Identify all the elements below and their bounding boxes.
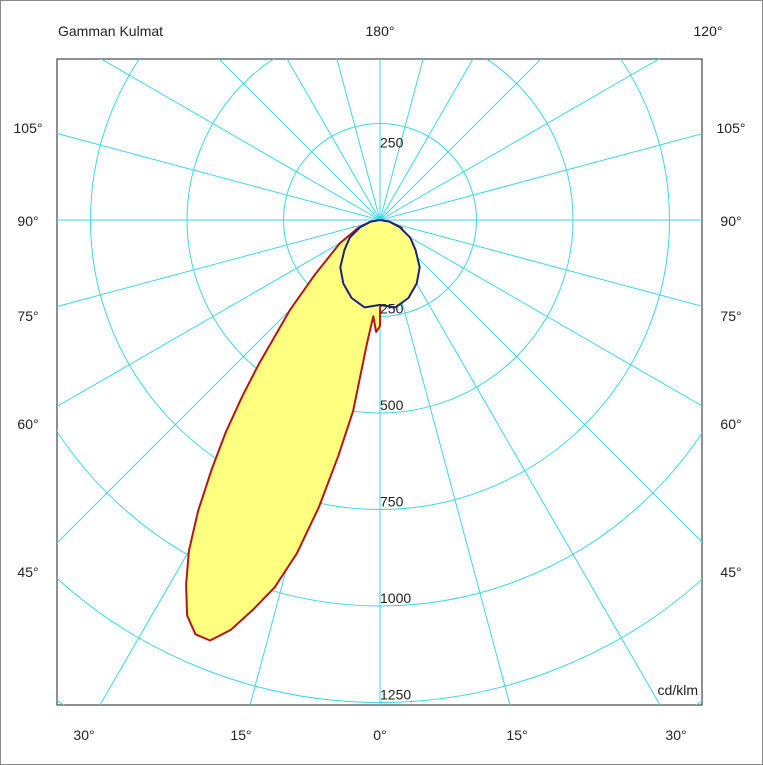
grid-spoke bbox=[379, 219, 702, 543]
ring-label: 750 bbox=[380, 494, 404, 510]
grid-spoke bbox=[379, 219, 702, 407]
grid-spoke bbox=[379, 59, 424, 221]
right-angle-label: 90° bbox=[720, 213, 741, 229]
bottom-angle-label: 30° bbox=[73, 727, 94, 743]
left-angle-label: 75° bbox=[17, 308, 38, 324]
unit-label: cd/klm bbox=[658, 682, 698, 698]
right-angle-label: 60° bbox=[720, 416, 741, 432]
left-angle-label: 105° bbox=[14, 120, 43, 136]
grid-spoke bbox=[218, 59, 381, 221]
ring-label: 1000 bbox=[380, 590, 411, 606]
grid-spoke bbox=[379, 133, 702, 221]
grid-spoke bbox=[379, 59, 474, 221]
ring-label: 1250 bbox=[380, 687, 411, 703]
grid-spoke bbox=[57, 219, 381, 408]
grid-spoke bbox=[379, 59, 660, 221]
grid-spoke bbox=[379, 219, 702, 307]
top-label-180: 180° bbox=[366, 23, 395, 39]
ring-label: 250 bbox=[380, 301, 404, 317]
chart-title: Gamman Kulmat bbox=[58, 23, 163, 39]
grid-spoke bbox=[336, 59, 381, 221]
left-angle-label: 45° bbox=[17, 564, 38, 580]
grid-spoke bbox=[379, 219, 661, 705]
grid-spoke bbox=[379, 59, 542, 221]
left-angle-label: 90° bbox=[17, 213, 38, 229]
bottom-angle-label: 0° bbox=[373, 727, 386, 743]
ring-labels: 250 500 750 1000 1250 250 bbox=[380, 135, 411, 703]
bottom-angle-label: 15° bbox=[506, 727, 527, 743]
bottom-angle-label: 30° bbox=[665, 727, 686, 743]
grid-spoke bbox=[57, 132, 381, 221]
grid-spoke bbox=[57, 219, 381, 308]
grid-spoke bbox=[286, 59, 381, 221]
curve-layer bbox=[185, 219, 421, 642]
bottom-angle-label: 15° bbox=[230, 727, 251, 743]
intensity-curve-c90-c270 bbox=[339, 219, 421, 309]
left-angle-label: 60° bbox=[17, 416, 38, 432]
right-angle-label: 105° bbox=[717, 120, 746, 136]
ring-label: 500 bbox=[380, 397, 404, 413]
top-label-120: 120° bbox=[694, 23, 723, 39]
ring-label-upper: 250 bbox=[380, 135, 404, 151]
right-angle-label: 75° bbox=[720, 308, 741, 324]
grid-spoke bbox=[100, 59, 381, 221]
grid-spoke bbox=[379, 219, 511, 705]
right-angle-label: 45° bbox=[720, 564, 741, 580]
